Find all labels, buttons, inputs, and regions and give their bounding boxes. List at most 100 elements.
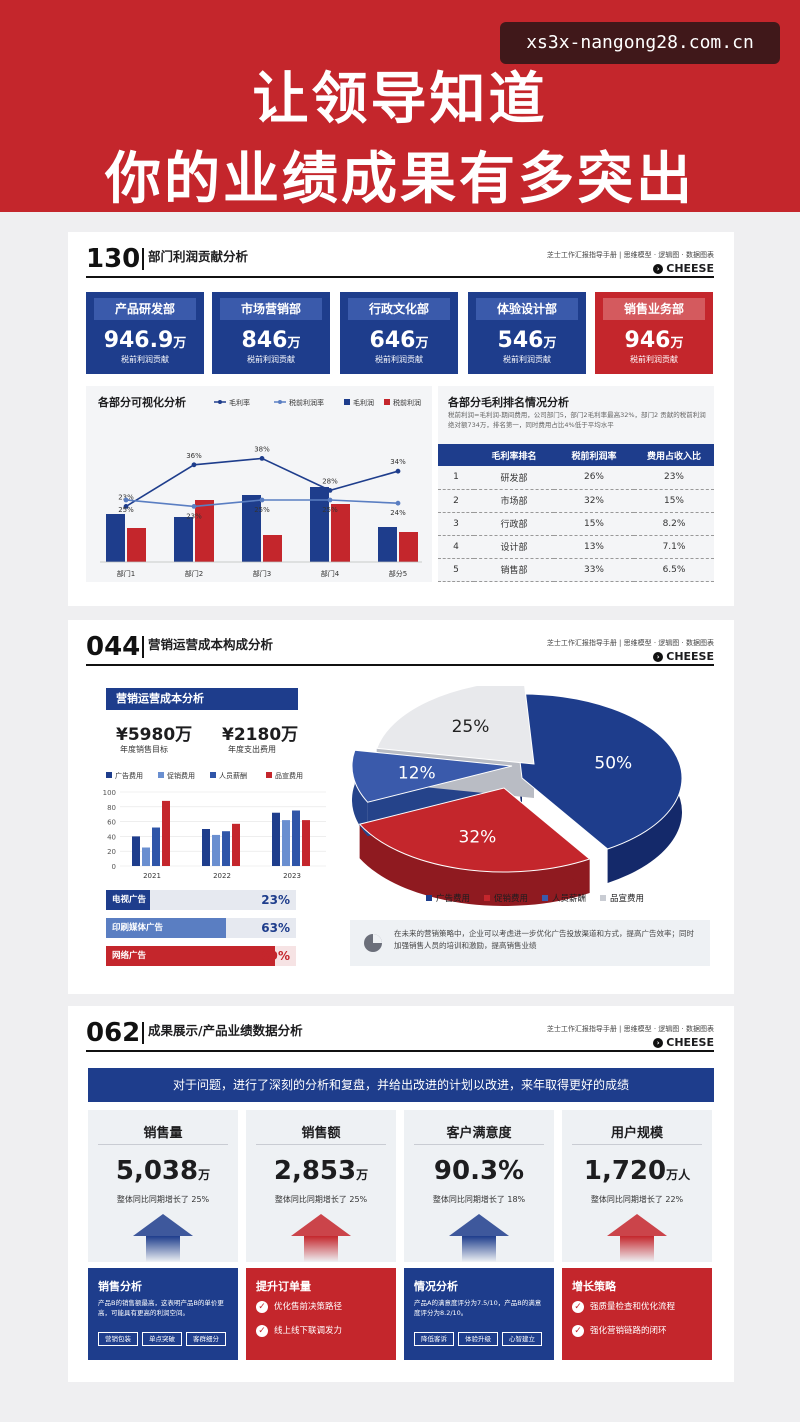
strategy-tag: 降低客诉 [414, 1332, 454, 1346]
metric-card: 销售额 2,853万 整体同比同期增长了 25% [246, 1110, 396, 1262]
table-row: 3 行政部 15% 8.2% [438, 512, 714, 536]
table-row: 5 销售部 33% 6.5% [438, 558, 714, 582]
kpi-value-wrap: 546万 [468, 328, 586, 353]
data-label: 25% [118, 506, 134, 514]
metric-value-wrap: 90.3% [404, 1156, 554, 1186]
kpi-label: 税前利润贡献 [247, 355, 295, 364]
strategy-tag: 客群细分 [186, 1332, 226, 1346]
bar [302, 820, 310, 866]
metric-unit: 万人 [666, 1168, 691, 1182]
kpi-value-wrap: 846万 [212, 328, 330, 353]
metric-growth: 整体同比同期增长了 18% [432, 1195, 526, 1204]
kpi-unit: 万 [173, 336, 187, 351]
kpi-card: 行政文化部 646万 税前利润贡献 [340, 292, 458, 374]
kpi-name: 市场营销部 [220, 298, 322, 320]
strategy-box: 提升订单量 ✓ 优化售前决策路径 ✓ 线上线下联调发力 [246, 1268, 396, 1360]
legend-swatch [426, 895, 432, 901]
target-value: ¥5980万 [116, 725, 193, 745]
table-row: 2 市场部 32% 15% [438, 489, 714, 513]
line-point [327, 497, 333, 503]
kpi-value-wrap: 646万 [340, 328, 458, 353]
line-point [191, 504, 197, 509]
data-label: 23% [186, 512, 202, 520]
kpi-value: 846 [241, 328, 288, 353]
brand: › CHEESE [653, 1036, 714, 1049]
y-tick-label: 100 [103, 789, 116, 797]
progress-fill [106, 918, 226, 938]
arrow-icon: › [653, 1038, 664, 1048]
x-tick-label: 部分5 [389, 569, 407, 578]
progress-label: 印刷媒体广告 [112, 923, 164, 933]
arrow-icon: › [653, 652, 664, 662]
progress-value: 89% [261, 949, 290, 963]
strategy-title: 提升订单量 [256, 1280, 311, 1293]
legend-swatch [210, 772, 216, 778]
kpi-card: 销售业务部 946万 税前利润贡献 [595, 292, 713, 374]
x-tick-label: 部门1 [117, 569, 135, 578]
bar [132, 836, 140, 866]
ranking-card: 各部分毛利排名情况分析 税前利润=毛利润-期间费用，公司部门5，部门2毛利率最高… [438, 386, 714, 582]
legend-label: 人员薪酬 [552, 894, 587, 904]
metric-unit: 万 [356, 1168, 369, 1182]
legend-label: 促销费用 [167, 771, 195, 780]
kpi-unit: 万 [287, 336, 301, 351]
section-title: 营销运营成本构成分析 [148, 637, 274, 652]
line-point [259, 456, 265, 461]
section-profit-contribution: 130 部门利润贡献分析 芝士工作汇报指导手册 | 思维模型 · 逻辑图 · 数… [68, 232, 734, 606]
data-label: 23% [118, 493, 134, 501]
banner-title-line1: 让领导知道 [252, 67, 548, 132]
pie-slice-side [359, 824, 590, 906]
arrow-shaft [146, 1236, 180, 1262]
metric-card: 用户规模 1,720万人 整体同比同期增长了 22% [562, 1110, 712, 1262]
strategy-tag: 心智建立 [502, 1332, 542, 1346]
table-cell: 设计部 [474, 535, 554, 559]
cost-bar-chart: 广告费用 促销费用 人员薪酬 品宣费用 0 20 40 60 80 100 2021 2022 2023 [103, 771, 326, 880]
legend-swatch [542, 895, 549, 901]
chart-title: 各部分可视化分析 [98, 396, 186, 409]
legend-item: 广告费用 [426, 892, 470, 904]
line-point [395, 468, 401, 474]
kpi-unit: 万 [670, 336, 684, 351]
kpi-value: 546 [497, 328, 544, 353]
legend-label: 人员薪酬 [219, 771, 247, 780]
metric-growth: 整体同比同期增长了 25% [274, 1195, 368, 1204]
section-title: 部门利润贡献分析 [148, 249, 249, 264]
metric-rule [414, 1144, 544, 1145]
table-description: 税前利润=毛利润-期间费用，公司部门5，部门2毛利率最高32%，部门2 贡献的税… [448, 411, 706, 429]
bar [282, 820, 290, 866]
legend-label: 税前利润 [393, 398, 421, 407]
check-label: 强质量检查和优化流程 [590, 1302, 676, 1312]
metric-growth: 整体同比同期增长了 22% [590, 1195, 684, 1204]
metric-value-wrap: 1,720万人 [562, 1156, 712, 1186]
spend-label: 年度支出费用 [228, 745, 276, 754]
arrow-up-icon [291, 1214, 351, 1236]
table-cell: 4 [438, 535, 474, 559]
table-cell: 15% [554, 512, 634, 536]
legend-label: 毛利率 [229, 398, 250, 407]
strategy-box: 情况分析 产品A的满意度评分为7.5/10，产品B的满意度评分为8.2/10。 降低… [404, 1268, 554, 1360]
check-label: 强化营销链路的闭环 [590, 1326, 667, 1336]
metric-card: 销售量 5,038万 整体同比同期增长了 25% [88, 1110, 238, 1262]
visual-analysis-card: 各部分可视化分析 毛利率 税前利润率 毛利润 税前利润 部门1 部门2 部门3 部门4 部分5 2… [86, 386, 432, 582]
bar [142, 847, 150, 866]
y-tick-label: 60 [107, 819, 116, 827]
table-cell: 23% [634, 466, 714, 490]
table-cell: 销售部 [474, 558, 554, 582]
strategy-box: 增长策略 ✓ 强质量检查和优化流程 ✓ 强化营销链路的闭环 [562, 1268, 712, 1360]
pie-label: 25% [452, 717, 490, 737]
line-point [191, 462, 197, 468]
section-subtitle: 芝士工作汇报指导手册 | 思维模型 · 逻辑图 · 数据图表 [546, 1025, 714, 1033]
metric-value: 2,853 [273, 1156, 357, 1186]
pie-slice [511, 693, 683, 850]
table-cell: 3 [438, 512, 474, 536]
table-cell: 2 [438, 489, 474, 513]
section-marketing-cost: 044 营销运营成本构成分析 芝士工作汇报指导手册 | 思维模型 · 逻辑图 ·… [68, 620, 734, 994]
divider [142, 636, 144, 658]
section-title: 成果展示/产品业绩数据分析 [148, 1023, 303, 1038]
column-header: 毛利率排名 [474, 444, 554, 466]
legend-swatch [484, 895, 491, 901]
metric-value-wrap: 5,038万 [88, 1156, 238, 1186]
divider [142, 1022, 144, 1044]
bar [331, 504, 350, 562]
kpi-value-wrap: 946万 [595, 328, 713, 353]
